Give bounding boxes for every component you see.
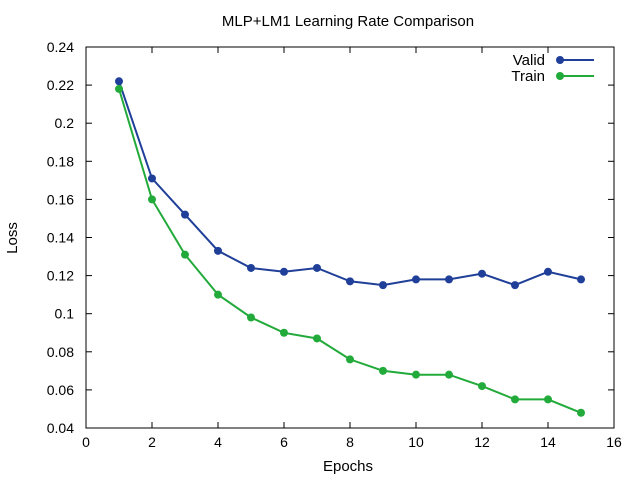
y-tick-label: 0.16 xyxy=(47,191,74,207)
x-axis-label: Epochs xyxy=(323,458,373,475)
axis-ticks: 0 2 4 6 8 10 12 14 16 0.04 0.06 0.08 0.1 0.12 0.14 0.16… xyxy=(47,39,622,450)
data-point-train xyxy=(181,250,189,259)
data-point-valid xyxy=(280,267,288,276)
data-point-valid xyxy=(115,77,123,86)
legend-marker-valid xyxy=(556,56,564,64)
plot-border xyxy=(85,46,615,429)
chart-title: MLP+LM1 Learning Rate Comparison xyxy=(222,13,474,30)
legend-label-valid: Valid xyxy=(513,52,545,69)
data-point-valid xyxy=(577,275,585,284)
y-tick-label: 0.1 xyxy=(55,306,75,322)
x-tick-label: 6 xyxy=(280,434,288,450)
x-tick-label: 16 xyxy=(606,434,622,450)
x-tick-label: 4 xyxy=(214,434,222,450)
data-point-valid xyxy=(214,246,222,255)
series-line-train xyxy=(118,88,582,414)
data-point-valid xyxy=(478,269,486,278)
y-tick-label: 0.08 xyxy=(47,344,74,360)
y-tick-label: 0.22 xyxy=(47,77,74,93)
data-point-train xyxy=(478,382,486,391)
y-tick-label: 0.04 xyxy=(47,420,74,436)
y-tick-label: 0.14 xyxy=(47,230,74,246)
data-point-valid xyxy=(346,277,354,286)
data-point-train xyxy=(148,195,156,204)
data-point-train xyxy=(412,370,420,379)
x-tick-label: 12 xyxy=(474,434,490,450)
data-point-valid xyxy=(181,210,189,219)
x-tick-label: 0 xyxy=(82,434,90,450)
data-point-train xyxy=(346,355,354,364)
data-point-train xyxy=(379,366,387,375)
data-point-train xyxy=(544,395,552,404)
data-point-train xyxy=(577,408,585,417)
data-point-valid xyxy=(313,263,321,272)
data-point-train xyxy=(214,290,222,299)
series-layer xyxy=(115,77,585,417)
legend-marker-train xyxy=(556,72,564,80)
y-tick-label: 0.24 xyxy=(47,39,74,55)
plot-area xyxy=(85,46,615,429)
data-point-valid xyxy=(247,263,255,272)
data-point-train xyxy=(247,313,255,322)
x-tick-label: 14 xyxy=(540,434,556,450)
data-point-valid xyxy=(544,267,552,276)
data-point-valid xyxy=(445,275,453,284)
x-tick-label: 10 xyxy=(408,434,424,450)
y-tick-label: 0.06 xyxy=(47,382,74,398)
data-point-train xyxy=(280,328,288,337)
data-point-train xyxy=(445,370,453,379)
data-point-train xyxy=(511,395,519,404)
data-point-train xyxy=(313,334,321,343)
y-axis-label: Loss xyxy=(4,222,21,254)
data-point-valid xyxy=(148,174,156,183)
x-tick-label: 2 xyxy=(148,434,156,450)
legend-label-train: Train xyxy=(511,68,545,85)
data-point-train xyxy=(115,84,123,93)
data-point-valid xyxy=(379,281,387,290)
y-tick-label: 0.18 xyxy=(47,153,74,169)
data-point-valid xyxy=(412,275,420,284)
y-tick-label: 0.2 xyxy=(55,115,75,131)
data-point-valid xyxy=(511,281,519,290)
y-tick-label: 0.12 xyxy=(47,268,74,284)
x-tick-label: 8 xyxy=(346,434,354,450)
